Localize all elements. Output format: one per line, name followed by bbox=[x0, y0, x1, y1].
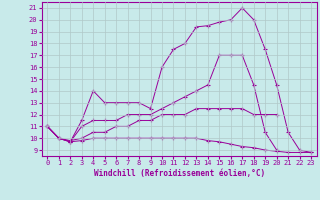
X-axis label: Windchill (Refroidissement éolien,°C): Windchill (Refroidissement éolien,°C) bbox=[94, 169, 265, 178]
